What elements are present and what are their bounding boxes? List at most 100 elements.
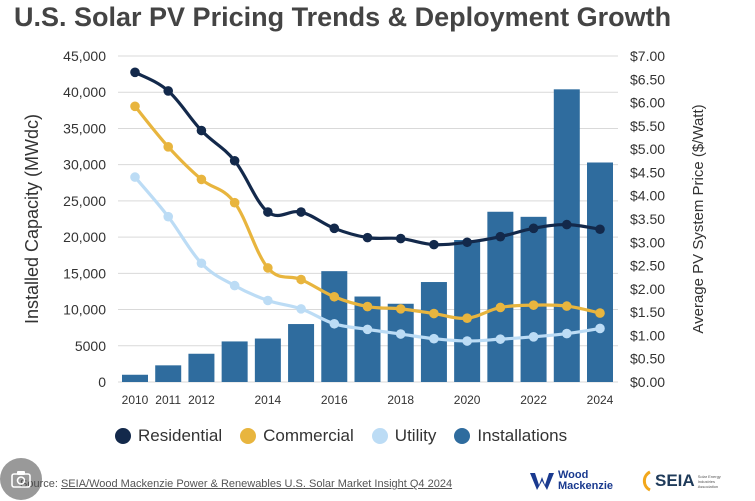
camera-icon[interactable] (0, 458, 42, 500)
y-tick-label-6: 30,000 (63, 157, 106, 173)
bar-installations-2014 (254, 338, 281, 382)
legend-item-utility: Utility (371, 426, 437, 446)
bar-installations-2018 (387, 303, 414, 382)
point-commercial-2018 (395, 304, 406, 314)
point-commercial-2024 (595, 308, 605, 318)
bar-installations-2011 (155, 365, 182, 382)
point-commercial-2015 (296, 274, 306, 285)
x-tick-label-2024: 2024 (587, 393, 614, 407)
x-axis-ticks: 2010 2011 2012 2014 2016 2018 2020 2022 2024 (122, 393, 614, 407)
chart-canvas: 0 5000 10,000 15,000 20,000 25,000 30,000 35,00… (22, 48, 707, 407)
point-residential-2021 (495, 231, 506, 242)
x-tick-label-2010: 2010 (122, 393, 149, 407)
point-commercial-2010 (130, 101, 140, 112)
bars-installations (122, 89, 613, 382)
right-axis-ticks: $0.00 $0.50 $1.00 $1.50 $2.00 $2.50 $3.00 $3.50… (630, 48, 665, 390)
point-commercial-2014 (263, 263, 273, 273)
point-commercial-2023 (561, 301, 572, 311)
point-commercial-2016 (329, 291, 340, 302)
point-commercial-2022 (528, 300, 539, 310)
y-axis-label: Installed Capacity (MWdc) (22, 114, 42, 324)
point-utility-2018 (395, 329, 406, 339)
point-utility-2022 (528, 332, 539, 342)
y-tick-label-0: 0 (98, 374, 106, 390)
y2-tick-label-9: $4.50 (630, 164, 665, 180)
y-tick-label-1: 5000 (75, 338, 106, 354)
x-tick-label-2014: 2014 (255, 393, 282, 407)
y2-tick-label-8: $4.00 (630, 188, 665, 204)
y-tick-label-5: 25,000 (63, 193, 106, 209)
legend-marker-commercial (240, 428, 257, 444)
y-tick-label-9: 45,000 (63, 48, 106, 64)
point-utility-2011 (163, 211, 174, 222)
left-axis-ticks: 0 5000 10,000 15,000 20,000 25,000 30,000 35,00… (63, 48, 106, 390)
legend-label-utility: Utility (394, 426, 437, 445)
bar-installations-2024 (587, 162, 613, 382)
x-tick-label-2020: 2020 (454, 393, 481, 407)
y2-tick-label-11: $5.50 (630, 118, 665, 134)
point-commercial-2017 (362, 301, 373, 312)
point-residential-2024 (595, 224, 605, 235)
bar-installations-2013 (221, 341, 248, 382)
point-residential-2013 (229, 155, 240, 166)
point-utility-2016 (329, 318, 340, 329)
legend-item-installations: Installations (454, 426, 567, 446)
point-utility-2013 (229, 280, 240, 291)
legend-marker-residential (115, 428, 131, 444)
y2-tick-label-4: $2.00 (630, 281, 665, 297)
y2-tick-label-13: $6.50 (630, 71, 665, 87)
y-tick-label-4: 20,000 (63, 229, 106, 245)
point-residential-2019 (429, 239, 439, 250)
point-utility-2012 (196, 258, 207, 269)
point-residential-2012 (196, 125, 207, 136)
point-residential-2023 (561, 219, 572, 230)
point-residential-2010 (130, 67, 140, 78)
y2-tick-label-0: $0.00 (630, 374, 665, 390)
y2-tick-label-10: $5.00 (630, 141, 665, 157)
point-utility-2020 (462, 336, 472, 346)
y2-tick-label-3: $1.50 (630, 304, 665, 320)
wood-mackenzie-line1: Wood (558, 469, 589, 481)
legend-item-residential: Residential (115, 426, 222, 446)
point-utility-2019 (429, 333, 439, 344)
wood-mackenzie-mark-icon (530, 473, 554, 490)
source-link[interactable]: SEIA/Wood Mackenzie Power & Renewables U… (60, 478, 453, 490)
y2-tick-label-7: $3.50 (630, 211, 665, 227)
point-utility-2021 (495, 334, 506, 344)
y-tick-label-7: 35,000 (63, 120, 106, 136)
point-commercial-2020 (462, 313, 472, 323)
y2-tick-label-1: $0.50 (630, 351, 665, 367)
point-commercial-2021 (495, 302, 506, 313)
point-utility-2023 (561, 328, 572, 339)
point-residential-2017 (362, 232, 373, 243)
point-utility-2014 (263, 295, 273, 306)
bar-installations-2010 (122, 374, 148, 382)
legend-marker-installations (454, 428, 471, 444)
wood-mackenzie-logo: Wood Mackenzie (530, 470, 613, 492)
seia-sun-icon (642, 470, 651, 492)
y2-tick-label-2: $1.00 (630, 327, 665, 343)
point-residential-2014 (263, 207, 273, 217)
legend-label-residential: Residential (138, 426, 223, 445)
legend: Residential Commercial Utility Installat… (115, 422, 567, 450)
point-commercial-2019 (429, 308, 439, 319)
legend-item-commercial: Commercial (240, 426, 354, 446)
point-utility-2017 (362, 324, 373, 335)
point-residential-2018 (395, 233, 406, 244)
source-footer: Source: SEIA/Wood Mackenzie Power & Rene… (20, 478, 452, 490)
seia-logo-text: SEIA (655, 471, 695, 490)
bar-installations-2012 (188, 353, 215, 382)
point-residential-2011 (163, 86, 174, 96)
y2-tick-label-6: $3.00 (630, 234, 665, 250)
y2-tick-label-14: $7.00 (630, 48, 665, 64)
point-commercial-2012 (196, 174, 207, 185)
point-residential-2022 (528, 223, 539, 234)
bar-installations-2015 (288, 324, 315, 382)
point-commercial-2013 (229, 197, 240, 208)
point-residential-2020 (462, 237, 472, 248)
x-tick-label-2018: 2018 (387, 393, 414, 407)
seia-logo: SEIA Solar Energy Industries Association (636, 470, 732, 492)
point-utility-2024 (595, 323, 605, 334)
point-commercial-2011 (163, 142, 174, 152)
y2-tick-label-5: $2.50 (630, 258, 665, 274)
